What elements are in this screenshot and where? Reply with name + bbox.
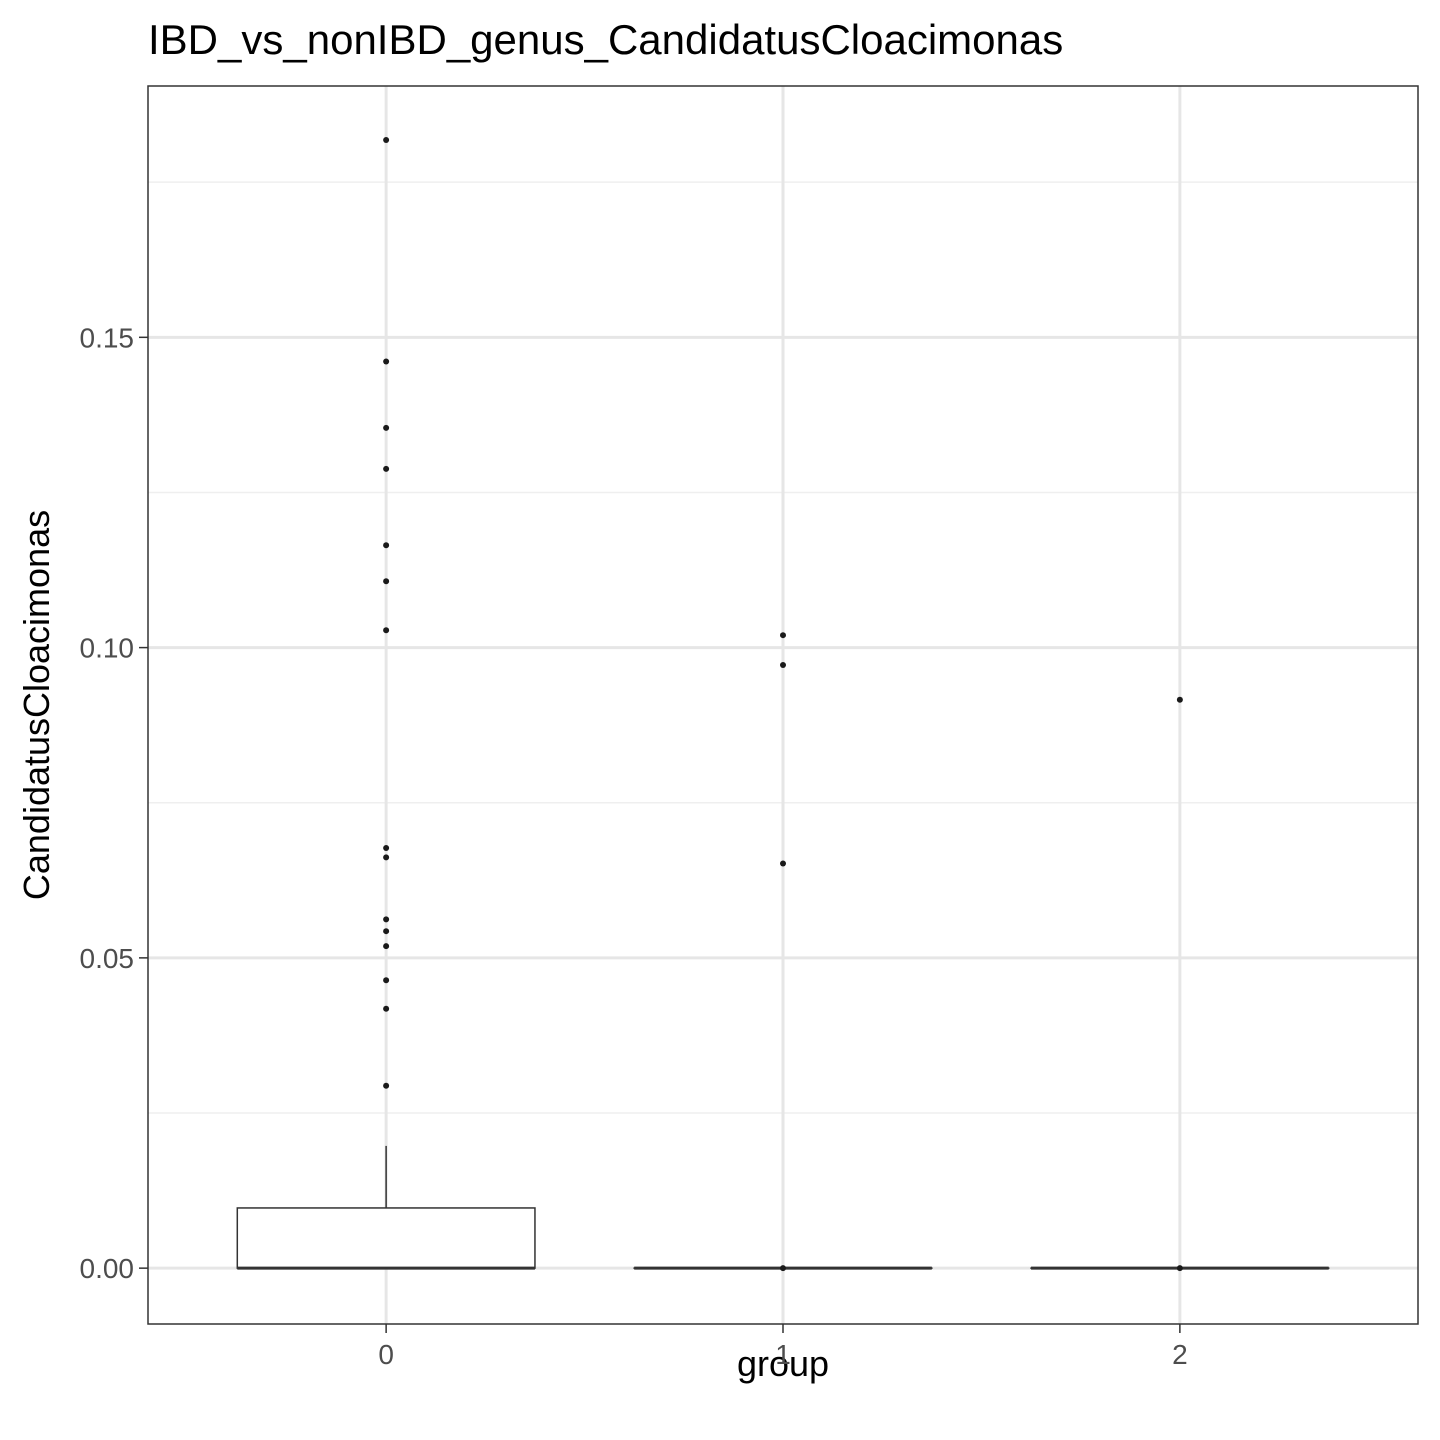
outlier-point — [780, 860, 786, 867]
outlier-point — [383, 627, 390, 634]
outlier-point — [383, 578, 390, 585]
outlier-point — [383, 1082, 390, 1089]
y-tick-label: 0.00 — [80, 1253, 135, 1284]
outlier-point — [383, 358, 390, 365]
box-group-2 — [1030, 696, 1330, 1272]
outlier-point — [1176, 1265, 1183, 1272]
outlier-point — [383, 1005, 390, 1012]
outlier-point — [383, 845, 390, 852]
x-tick-label: 1 — [775, 1339, 791, 1370]
outlier-point — [780, 632, 786, 639]
y-tick-label: 0.05 — [80, 943, 135, 974]
outlier-point — [383, 977, 390, 984]
box-group-1 — [633, 632, 933, 1272]
y-axis-title: CandidatusCloacimonas — [16, 510, 57, 900]
outlier-point — [383, 465, 390, 472]
outlier-point — [383, 943, 390, 950]
y-tick-label: 0.10 — [80, 633, 135, 664]
outlier-point — [780, 1265, 786, 1272]
plot-panel — [147, 85, 1419, 1325]
outlier-point — [383, 424, 390, 431]
x-tick-label: 2 — [1172, 1339, 1188, 1370]
outlier-point — [780, 661, 786, 668]
box-group-0 — [236, 136, 536, 1270]
x-axis-title: group — [737, 1343, 829, 1384]
box-iqr — [236, 1207, 536, 1269]
x-tick-label: 0 — [378, 1339, 394, 1370]
chart-title: IBD_vs_nonIBD_genus_CandidatusCloacimona… — [148, 16, 1063, 63]
outlier-point — [383, 916, 390, 923]
outlier-point — [1176, 696, 1183, 703]
outlier-point — [383, 542, 390, 549]
outlier-point — [383, 854, 390, 861]
y-tick-label: 0.15 — [80, 322, 135, 353]
outlier-point — [383, 928, 390, 935]
outlier-point — [383, 136, 390, 143]
